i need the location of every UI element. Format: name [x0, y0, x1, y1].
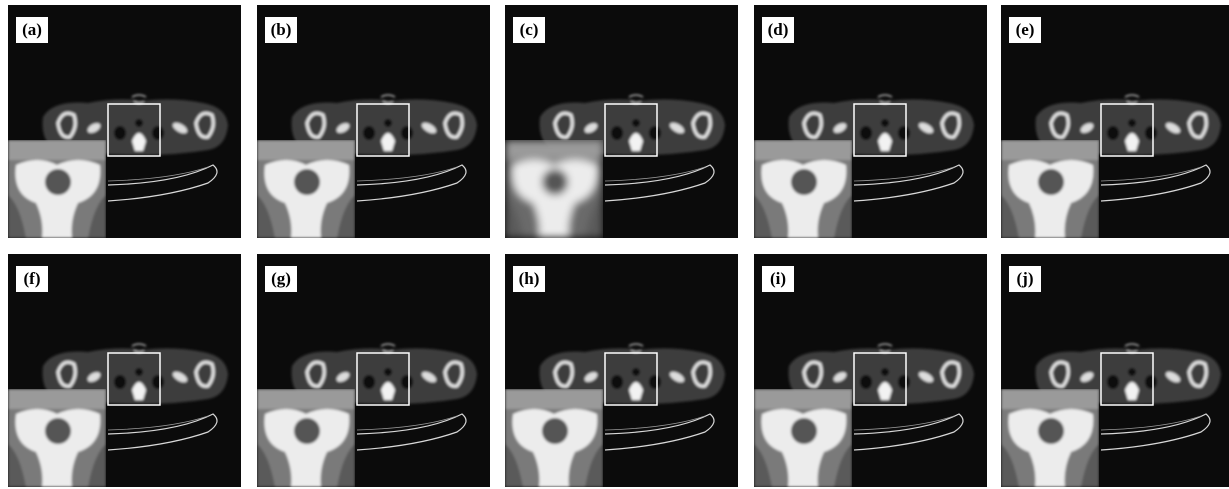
inset-canal	[45, 418, 71, 444]
lung	[152, 126, 164, 140]
inset-top	[8, 140, 106, 160]
trachea	[1128, 368, 1136, 376]
trachea	[384, 119, 392, 127]
panel-label: (h)	[519, 269, 540, 288]
panel: (c)	[505, 5, 738, 238]
inset-top	[257, 140, 355, 160]
inset-top	[505, 389, 603, 409]
trachea	[384, 368, 392, 376]
inset-top	[754, 140, 852, 160]
inset-canal	[1038, 418, 1064, 444]
lung	[114, 375, 126, 389]
trachea	[632, 368, 640, 376]
panel-label: (i)	[770, 269, 786, 288]
panel-label: (j)	[1017, 269, 1034, 288]
panel: (d)	[754, 5, 987, 238]
zoom-inset	[754, 140, 852, 238]
inset-canal	[1038, 169, 1064, 195]
inset-top	[754, 389, 852, 409]
panel-label: (e)	[1016, 20, 1035, 39]
zoom-inset	[257, 140, 355, 238]
panel-label: (g)	[271, 269, 291, 288]
lung	[860, 126, 872, 140]
inset-top	[257, 389, 355, 409]
inset-top	[1001, 389, 1099, 409]
zoom-inset	[754, 389, 852, 487]
lung	[611, 375, 623, 389]
lung	[898, 375, 910, 389]
trachea	[881, 119, 889, 127]
lung	[1107, 375, 1119, 389]
panel-label: (d)	[768, 20, 789, 39]
lung	[1107, 126, 1119, 140]
page: {"panels": [ {"label": "(a)"}, {"label":…	[0, 0, 1229, 489]
panel-label: (f)	[24, 269, 41, 288]
inset-top	[505, 140, 603, 160]
zoom-inset	[1001, 140, 1099, 238]
panel: (i)	[754, 254, 987, 487]
inset-canal	[791, 169, 817, 195]
lung	[611, 126, 623, 140]
inset-top	[8, 389, 106, 409]
zoom-inset	[505, 389, 603, 487]
zoom-inset	[8, 140, 106, 238]
panel: (b)	[257, 5, 490, 238]
inset-canal	[542, 418, 568, 444]
trachea	[1128, 119, 1136, 127]
inset-canal	[791, 418, 817, 444]
lung	[860, 375, 872, 389]
lung	[1145, 375, 1157, 389]
lung	[401, 375, 413, 389]
trachea	[135, 119, 143, 127]
lung	[114, 126, 126, 140]
panel: (g)	[257, 254, 490, 487]
lung	[898, 126, 910, 140]
panel: (a)	[8, 5, 241, 238]
panel-label: (a)	[22, 20, 42, 39]
lung	[401, 126, 413, 140]
panel-label: (c)	[520, 20, 539, 39]
inset-canal	[45, 169, 71, 195]
panel: (f)	[8, 254, 241, 487]
inset-canal	[542, 169, 568, 195]
trachea	[135, 368, 143, 376]
panel: (j)	[1001, 254, 1229, 487]
lung	[649, 126, 661, 140]
zoom-inset	[257, 389, 355, 487]
inset-top	[1001, 140, 1099, 160]
zoom-inset	[1001, 389, 1099, 487]
panel: (h)	[505, 254, 738, 487]
zoom-inset	[505, 140, 603, 238]
lung	[1145, 126, 1157, 140]
lung	[649, 375, 661, 389]
inset-canal	[294, 418, 320, 444]
panel: (e)	[1001, 5, 1229, 238]
panel-label: (b)	[271, 20, 292, 39]
lung	[363, 126, 375, 140]
trachea	[632, 119, 640, 127]
trachea	[881, 368, 889, 376]
inset-canal	[294, 169, 320, 195]
lung	[363, 375, 375, 389]
figure: (a) (b) (c) (d) (e) (f) (g) (h) (i) (j)	[0, 0, 1229, 489]
zoom-inset	[8, 389, 106, 487]
lung	[152, 375, 164, 389]
